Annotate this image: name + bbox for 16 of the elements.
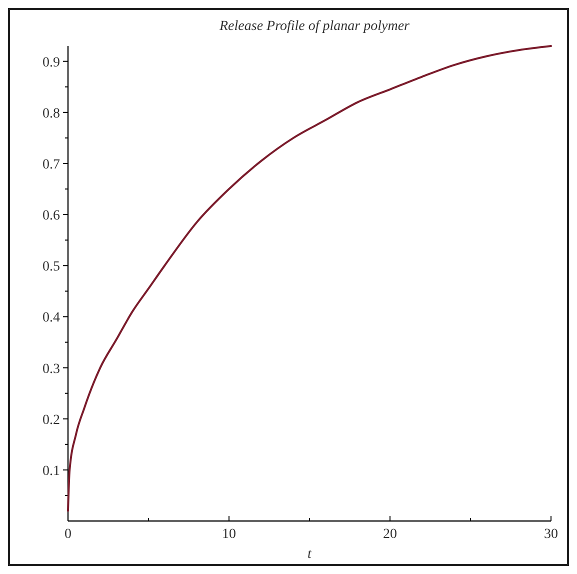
y-tick-label: 0.7 bbox=[42, 157, 60, 172]
y-tick-label: 0.2 bbox=[42, 412, 60, 428]
line-series bbox=[67, 45, 552, 512]
x-tick-label: 20 bbox=[383, 527, 397, 542]
x-tick-label: 30 bbox=[544, 527, 558, 542]
x-axis-title: t bbox=[308, 547, 313, 562]
y-tick-label: 0.3 bbox=[42, 362, 60, 377]
x-tick-label: 10 bbox=[222, 527, 236, 542]
y-tick-label: 0.6 bbox=[42, 208, 60, 224]
x-tick-label: 0 bbox=[64, 527, 72, 542]
y-tick-label: 0.4 bbox=[42, 310, 60, 326]
y-tick-label: 0.9 bbox=[42, 55, 60, 70]
y-tick-label: 0.8 bbox=[42, 106, 60, 122]
chart-title: Release Profile of planar polymer bbox=[218, 19, 410, 34]
y-tick-label: 0.1 bbox=[42, 464, 60, 479]
y-tick-label: 0.5 bbox=[42, 260, 60, 275]
